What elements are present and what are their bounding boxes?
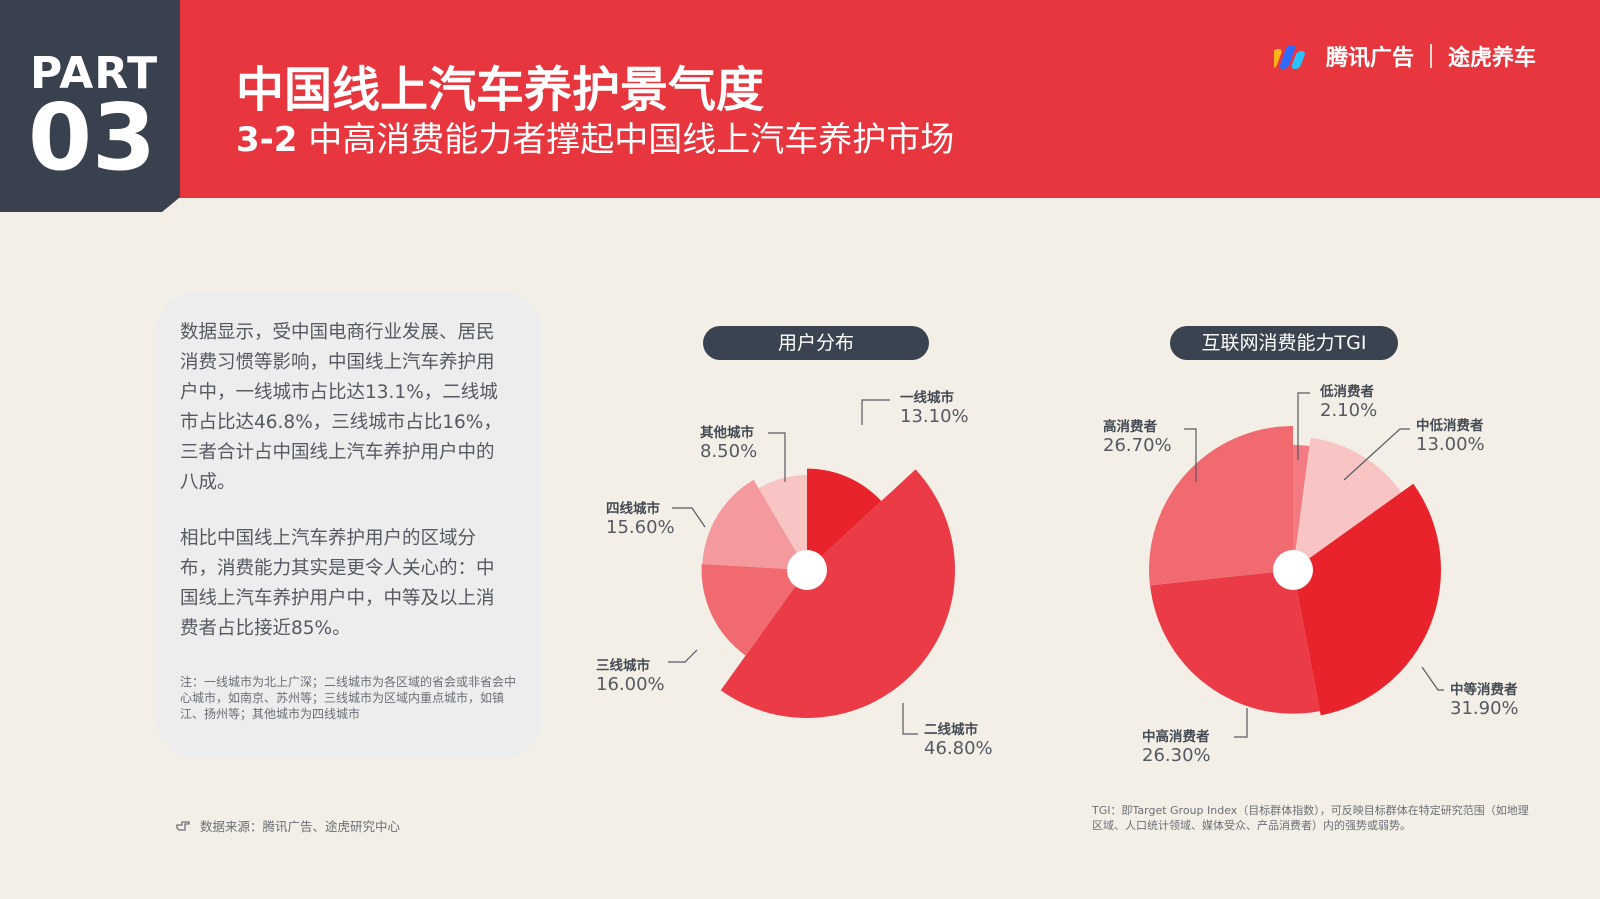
header-band [0,0,1600,198]
slice-value: 13.10% [900,406,969,427]
slice-1 [1293,445,1310,570]
brand-divider [1429,44,1432,68]
leader-line [902,703,918,735]
part-label: PART [30,48,159,99]
chart1-title: 用户分布 [703,326,929,360]
slice-label: 高消费者 [1103,418,1157,435]
slice-label: 三线城市 [596,657,650,674]
slice-value: 26.70% [1103,435,1172,456]
part-block: PART 03 [0,0,180,212]
slice-label: 四线城市 [606,500,660,517]
center-hole [787,550,827,590]
data-source: 数据来源：腾讯广告、途虎研究中心 [176,816,400,835]
slice-label: 中等消费者 [1450,681,1518,698]
tgi-note: TGI：即Target Group Index（目标群体指数），可反映目标群体在… [1092,804,1529,832]
brand-logos: 腾讯广告 途虎养车 [1273,40,1536,72]
chart2-title: 互联网消费能力TGI [1170,326,1398,360]
slice-value: 13.00% [1416,434,1485,455]
slice-value: 15.60% [606,517,675,538]
center-hole [1273,550,1313,590]
slice-2 [1293,437,1402,570]
brand-tencent-ads: 腾讯广告 [1325,46,1414,71]
leader-line [668,649,698,663]
page-title: 中国线上汽车养护景气度 [236,62,765,118]
slice-5 [758,475,807,570]
tencent-ads-logo-icon [1273,45,1305,69]
slice-3 [701,564,807,656]
slice-3 [1293,483,1441,716]
leader-line [1421,666,1444,691]
leader-line [1297,392,1310,460]
part-number: 03 [28,84,157,191]
slice-value: 2.10% [1320,400,1377,421]
slice-value: 16.00% [596,674,665,695]
slice-label: 其他城市 [700,424,754,441]
paragraph-1: 数据显示，受中国电商行业发展、居民消费习惯等影响，中国线上汽车养护用户中，一线城… [180,322,502,493]
slice-label: 二线城市 [924,721,978,738]
subtitle-text: 中高消费能力者撑起中国线上汽车养护市场 [308,120,955,160]
footnote: 注：一线城市为北上广深；二线城市为各区域的省会或非省会中心城市，如南京、苏州等；… [180,675,517,721]
leader-line [1184,428,1197,482]
subtitle-number: 3-2 [236,120,298,160]
leader-line [1343,428,1410,481]
slice-1 [807,468,882,570]
slice-value: 8.50% [700,441,757,462]
leader-line [768,432,786,482]
slice-label: 低消费者 [1319,383,1374,400]
leader-line [672,507,706,528]
brand-tuhu: 途虎养车 [1447,46,1536,71]
paragraph-2: 相比中国线上汽车养护用户的区域分布，消费能力其实是更令人关心的：中国线上汽车养护… [180,528,495,639]
data-source-text: 数据来源：腾讯广告、途虎研究中心 [200,819,401,834]
slice-label: 中低消费者 [1416,417,1484,434]
slice-value: 31.90% [1450,698,1519,719]
slice-2 [720,469,956,719]
pointing-hand-icon [176,820,190,831]
slice-4 [1150,570,1320,714]
slice-label: 中高消费者 [1142,728,1210,745]
leader-line [861,399,890,425]
text-card [156,292,542,758]
slice-label: 一线城市 [900,389,954,406]
leader-line [1234,708,1248,738]
slice-value: 46.80% [924,738,993,759]
page-subtitle: 3-2 中高消费能力者撑起中国线上汽车养护市场 [236,112,954,161]
slice-4 [702,479,807,570]
slice-5 [1149,426,1293,586]
slice-value: 26.30% [1142,745,1211,766]
